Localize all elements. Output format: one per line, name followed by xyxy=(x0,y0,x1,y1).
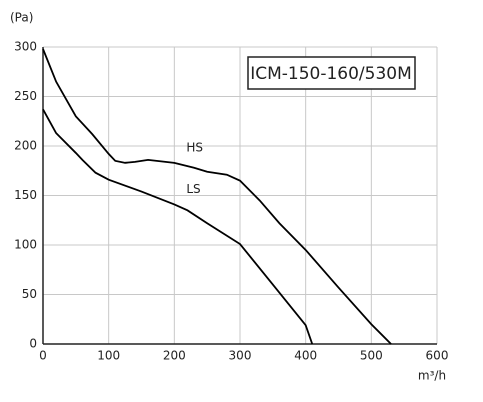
chart-title: ICM-150-160/530M xyxy=(250,64,412,84)
series-label: LS xyxy=(186,182,200,196)
x-tick-label: 300 xyxy=(229,349,252,363)
y-tick-label: 200 xyxy=(14,139,37,153)
title-box xyxy=(247,56,416,90)
y-tick-label: 0 xyxy=(29,337,37,351)
x-tick-label: 600 xyxy=(426,349,449,363)
series-label: HS xyxy=(186,140,203,154)
y-tick-label: 300 xyxy=(14,40,37,54)
x-tick-label: 200 xyxy=(163,349,186,363)
curve xyxy=(42,108,314,345)
y-tick-label: 50 xyxy=(22,287,37,301)
y-axis-label: (Pa) xyxy=(10,11,33,25)
y-tick-label: 100 xyxy=(14,238,37,252)
x-tick-label: 400 xyxy=(294,349,317,363)
x-tick-label: 500 xyxy=(360,349,383,363)
curve xyxy=(42,48,392,345)
y-tick-label: 250 xyxy=(14,89,37,103)
x-axis-label: m³/h xyxy=(418,369,446,383)
y-tick-label: 150 xyxy=(14,188,37,202)
x-tick-label: 100 xyxy=(97,349,120,363)
x-tick-label: 0 xyxy=(39,349,47,363)
